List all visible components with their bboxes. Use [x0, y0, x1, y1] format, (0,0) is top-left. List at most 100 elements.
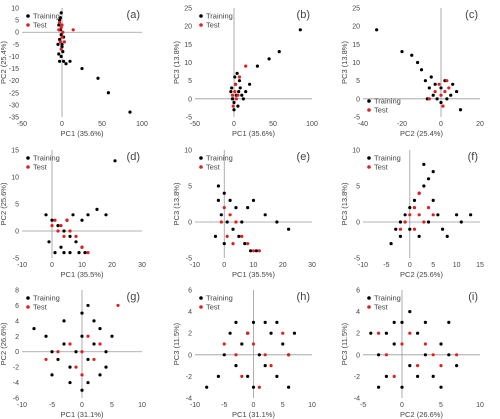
training-point: [234, 206, 238, 210]
training-point: [216, 184, 220, 188]
legend-item-training-label: Training: [206, 12, 233, 21]
test-point: [244, 64, 248, 68]
legend-item-training-label: Training: [206, 154, 233, 163]
x-tick-label: -40: [358, 121, 368, 128]
training-point: [240, 342, 244, 346]
x-tick-label: -50: [190, 121, 200, 128]
test-point: [80, 373, 84, 377]
training-point: [60, 42, 64, 46]
training-point: [77, 251, 81, 255]
test-point: [59, 224, 63, 228]
test-point: [263, 353, 267, 357]
training-point: [236, 104, 240, 108]
training-point: [455, 213, 459, 217]
test-point: [269, 364, 273, 368]
test-point: [222, 206, 226, 210]
training-point: [86, 380, 90, 385]
training-point: [398, 234, 403, 238]
training-point: [47, 240, 51, 244]
test-point: [426, 206, 431, 210]
y-tick-label: 5: [15, 202, 19, 209]
test-point: [61, 30, 65, 34]
training-point: [449, 93, 453, 97]
training-point: [455, 364, 459, 368]
y-tick-label: 0: [15, 30, 19, 37]
x-axis-title: PC1 (35.6%): [61, 129, 104, 138]
training-point: [98, 326, 102, 331]
x-tick-label: 10: [138, 402, 146, 409]
training-point: [408, 227, 412, 231]
test-point: [68, 229, 72, 233]
training-point: [58, 59, 62, 63]
training-point: [68, 251, 72, 255]
panel-label: (e): [297, 151, 310, 163]
y-tick-label: 4: [188, 309, 192, 316]
test-point: [230, 93, 235, 97]
y-axis-title: PC2 (26.6%): [0, 322, 8, 365]
training-point: [104, 365, 108, 369]
test-point: [251, 342, 256, 346]
training-point: [384, 331, 388, 335]
y-axis-title: PC3 (13.8%): [340, 182, 349, 225]
y-tick-label: 5: [188, 184, 192, 191]
test-point: [422, 220, 426, 224]
legend-item-test-marker: [26, 305, 30, 309]
training-point: [408, 206, 412, 210]
training-point: [80, 66, 84, 71]
training-point: [68, 234, 72, 238]
training-point: [422, 162, 426, 166]
training-point: [412, 198, 417, 202]
test-point: [412, 206, 417, 210]
y-tick-label: 0: [356, 220, 360, 227]
training-point: [423, 79, 427, 83]
test-point: [59, 25, 63, 29]
x-tick-label: -10: [17, 402, 27, 409]
test-point: [234, 97, 238, 101]
training-point: [61, 50, 65, 54]
training-point: [400, 50, 404, 54]
legend-item-training-label: Training: [33, 12, 60, 21]
training-point: [400, 320, 404, 324]
legend-item-training-label: Training: [33, 154, 60, 163]
training-point: [384, 374, 388, 378]
y-tick-label: 15: [184, 42, 192, 49]
test-point: [433, 89, 437, 94]
training-point: [238, 86, 242, 90]
training-point: [394, 227, 398, 231]
legend-item-test-label: Test: [206, 21, 221, 30]
test-point: [377, 331, 381, 335]
x-tick-label: 30: [308, 262, 316, 269]
test-point: [60, 35, 64, 39]
x-tick-label: 10: [453, 262, 461, 269]
y-tick-label: 6: [356, 288, 360, 295]
y-tick-label: 25: [352, 6, 360, 13]
training-point: [234, 364, 238, 368]
y-tick-label: 2: [188, 331, 192, 338]
training-point: [410, 53, 414, 57]
y-tick-label: -2: [13, 365, 19, 372]
y-tick-label: 10: [184, 60, 192, 67]
x-tick-label: -5: [49, 402, 55, 409]
legend-item-training-label: Training: [374, 294, 401, 303]
training-point: [431, 93, 435, 97]
y-axis-title: PC2 (25.4%): [0, 41, 8, 84]
training-point: [32, 326, 36, 331]
training-point: [455, 89, 459, 94]
y-tick-label: 5: [188, 78, 192, 85]
x-tick-label: 100: [136, 121, 148, 128]
y-tick-label: 6: [188, 288, 192, 295]
training-point: [431, 198, 435, 202]
training-point: [263, 320, 267, 324]
subplot-h: -10 -5 0 5 10 -4 -2 0 2 4 6 PC1 (31.1%) PC3 (11.5%) (…: [172, 288, 316, 419]
x-tick-label: 30: [138, 262, 146, 269]
test-point: [50, 224, 54, 228]
training-point: [277, 50, 281, 54]
training-point: [80, 388, 84, 392]
training-point: [445, 97, 449, 101]
test-point: [439, 364, 443, 368]
test-point: [431, 213, 435, 217]
test-point: [60, 23, 64, 27]
